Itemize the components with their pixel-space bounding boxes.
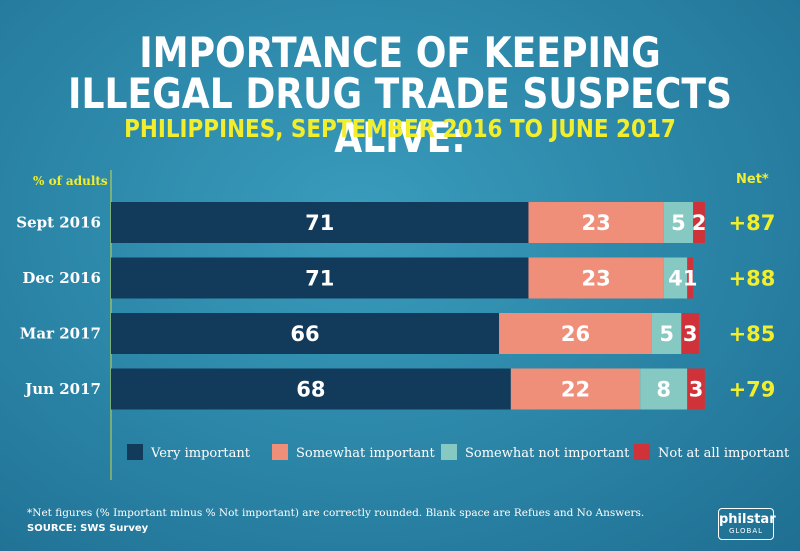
footnote: *Net figures (% Important minus % Not im…	[27, 507, 645, 519]
bar-segment	[687, 257, 694, 299]
legend-label: Somewhat not important	[465, 446, 630, 461]
chart-title-line-2: ILLEGAL DRUG TRADE SUSPECTS ALIVE:	[67, 69, 732, 162]
legend-swatch	[127, 444, 143, 460]
bar-segment	[663, 202, 694, 243]
segment-value-label: 66	[290, 322, 319, 346]
segment-value-label: 1	[683, 267, 698, 291]
segment-value-label: 22	[561, 378, 590, 402]
source-note: SOURCE: SWS Survey	[27, 523, 149, 534]
segment-value-label: 5	[659, 322, 674, 346]
axis-label: % of adults	[33, 174, 108, 188]
category-label: Dec 2016	[22, 269, 101, 287]
footnote-block: *Net figures (% Important minus % Not im…	[27, 506, 644, 536]
net-header: Net*	[736, 172, 769, 187]
bar-segment	[663, 257, 688, 299]
net-value-label: +87	[729, 211, 776, 235]
segment-value-label: 3	[689, 378, 704, 402]
category-label: Jun 2017	[23, 380, 101, 398]
segment-value-label: 71	[305, 267, 334, 291]
legend-swatch	[272, 444, 288, 460]
bar-segment	[528, 202, 664, 243]
net-value-label: +88	[729, 267, 776, 291]
legend-swatch	[634, 444, 650, 460]
bar-segment	[111, 313, 500, 354]
bar-segment	[681, 313, 699, 354]
bar-segment	[510, 368, 641, 410]
legend-swatch	[441, 444, 457, 460]
bar-segment	[499, 313, 652, 354]
bar-segment	[111, 257, 529, 299]
chart-subtitle: PHILIPPINES, SEPTEMBER 2016 TO JUNE 2017	[124, 114, 676, 143]
logo-line-2: GLOBAL	[728, 527, 764, 535]
category-label: Sept 2016	[16, 214, 101, 232]
bar-segment	[687, 368, 705, 410]
segment-value-label: 2	[692, 211, 707, 235]
bar-segment	[528, 257, 664, 299]
philstar-logo: philstar GLOBAL	[718, 508, 776, 540]
bar-segment	[693, 202, 705, 243]
legend-label: Not at all important	[658, 446, 790, 461]
category-label: Mar 2017	[20, 325, 101, 343]
segment-value-label: 26	[561, 322, 590, 346]
segment-value-label: 71	[305, 211, 334, 235]
bar-segment	[111, 368, 511, 410]
legend-label: Very important	[150, 446, 251, 461]
segment-value-label: 23	[581, 267, 610, 291]
segment-value-label: 8	[656, 378, 671, 402]
segment-value-label: 4	[668, 267, 683, 291]
bar-segment	[651, 313, 682, 354]
segment-value-label: 5	[671, 211, 686, 235]
segment-value-label: 68	[296, 378, 325, 402]
segment-value-label: 23	[581, 211, 610, 235]
logo-line-1: philstar	[719, 512, 776, 527]
bar-segment	[111, 202, 529, 243]
net-value-label: +79	[729, 378, 776, 402]
segment-value-label: 3	[683, 322, 698, 346]
chart-title-line-1: IMPORTANCE OF KEEPING	[139, 28, 661, 77]
legend-label: Somewhat important	[296, 446, 436, 461]
bar-segment	[640, 368, 688, 410]
net-value-label: +85	[729, 322, 776, 346]
